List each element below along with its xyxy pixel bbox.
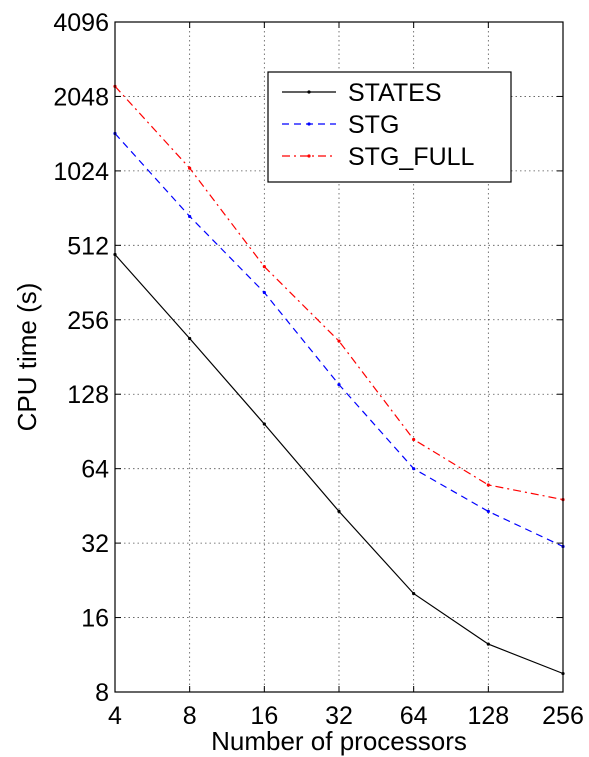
x-tick-label: 8 (183, 702, 197, 730)
series-layer (113, 84, 565, 676)
x-axis-label: Number of processors (211, 726, 467, 756)
data-point (486, 509, 490, 513)
y-tick-label: 4096 (53, 9, 109, 37)
y-tick-label: 16 (81, 605, 109, 633)
data-point (412, 437, 416, 442)
legend-marker (307, 122, 311, 126)
y-tick-label: 8 (95, 679, 109, 707)
x-tick-label: 128 (467, 702, 509, 730)
data-point (262, 422, 266, 426)
x-tick-label: 4 (108, 702, 122, 730)
x-tick-label: 16 (250, 702, 278, 730)
y-tick-label: 32 (81, 530, 109, 558)
y-tick-label: 512 (67, 232, 109, 260)
data-point (337, 382, 341, 387)
data-point (188, 166, 192, 170)
legend-marker (307, 90, 311, 94)
legend-label: STATES (348, 79, 442, 107)
x-tick-label: 32 (325, 702, 353, 730)
data-point (188, 336, 192, 341)
data-point (262, 265, 266, 269)
x-axis-ticks: 4 8 16 32 64 128 256 (108, 22, 584, 730)
y-tick-label: 1024 (53, 158, 109, 186)
legend-label: STG_FULL (348, 143, 475, 171)
y-tick-label: 64 (81, 456, 109, 484)
data-point (262, 290, 266, 295)
legend-label: STG (348, 111, 399, 139)
legend-box (267, 71, 512, 183)
legend: STATES STG STG_FULL (267, 71, 512, 183)
y-tick-label: 2048 (53, 83, 109, 111)
data-point (412, 591, 416, 596)
legend-marker (307, 154, 311, 158)
data-point (486, 483, 490, 487)
x-tick-label: 256 (542, 702, 584, 730)
data-point (337, 339, 341, 343)
data-point (337, 509, 341, 513)
y-tick-label: 128 (67, 381, 109, 409)
data-point (412, 467, 416, 471)
x-tick-label: 64 (400, 702, 428, 730)
y-axis-label: CPU time (s) (12, 283, 42, 432)
data-point (486, 642, 490, 646)
y-axis-ticks: 8 16 32 64 128 256 512 1024 2048 4096 (53, 9, 563, 707)
data-point (188, 214, 192, 219)
y-tick-label: 256 (67, 307, 109, 335)
